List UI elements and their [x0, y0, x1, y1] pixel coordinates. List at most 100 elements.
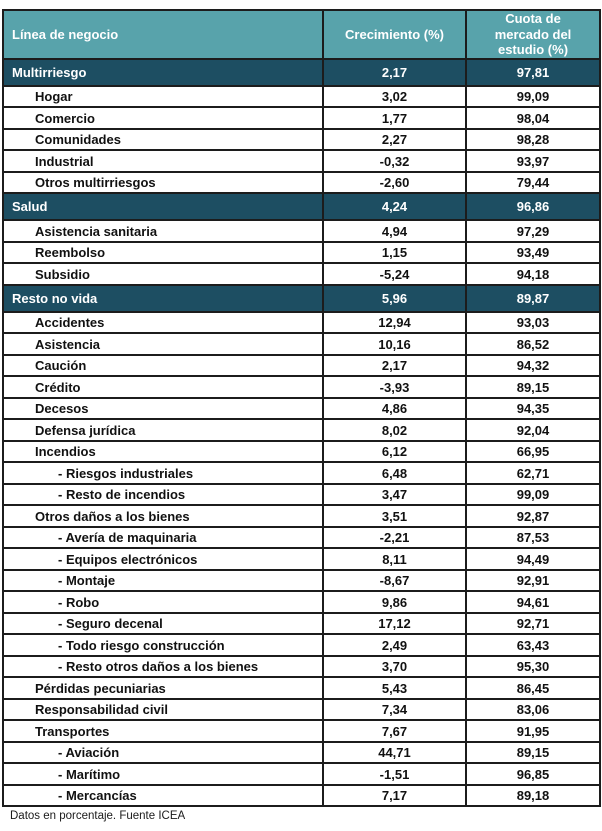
row-label: Comercio: [2, 106, 324, 130]
growth-value: 7,67: [322, 719, 467, 743]
section-row: Resto no vida 5,96 89,87: [2, 283, 601, 313]
row-label: Crédito: [2, 375, 324, 399]
growth-value: 2,27: [322, 127, 467, 152]
market-share-value: 93,97: [465, 149, 601, 173]
growth-value: 6,48: [322, 461, 467, 485]
market-share-value: 89,18: [465, 783, 601, 808]
growth-value: 8,11: [322, 547, 467, 571]
table-row: Hogar 3,02 99,09: [2, 84, 601, 109]
market-share-value: 98,28: [465, 127, 601, 152]
market-share-value: 95,30: [465, 654, 601, 679]
growth-value: 2,17: [322, 57, 467, 87]
market-share-value: 94,61: [465, 590, 601, 614]
table-row: - Aviación 44,71 89,15: [2, 740, 601, 765]
growth-value: 3,70: [322, 654, 467, 679]
row-label: Otros daños a los bienes: [2, 504, 324, 528]
row-label: Caución: [2, 353, 324, 378]
table-header-row: Línea de negocio Crecimiento (%) Cuota d…: [2, 9, 601, 60]
market-share-value: 87,53: [465, 525, 601, 550]
market-share-value: 94,49: [465, 547, 601, 571]
market-share-value: 98,04: [465, 106, 601, 130]
market-share-value: 89,87: [465, 283, 601, 313]
market-share-value: 97,81: [465, 57, 601, 87]
growth-value: 17,12: [322, 611, 467, 636]
market-share-value: 86,45: [465, 676, 601, 700]
table-row: Asistencia 10,16 86,52: [2, 332, 601, 356]
growth-value: 12,94: [322, 310, 467, 335]
row-label: Incendios: [2, 439, 324, 464]
growth-value: -2,21: [322, 525, 467, 550]
table-row: Comercio 1,77 98,04: [2, 106, 601, 130]
insurance-lines-table: Línea de negocio Crecimiento (%) Cuota d…: [2, 9, 601, 808]
market-share-value: 94,32: [465, 353, 601, 378]
growth-value: 3,51: [322, 504, 467, 528]
row-label: Decesos: [2, 396, 324, 421]
row-label: - Resto de incendios: [2, 482, 324, 507]
row-label: - Robo: [2, 590, 324, 614]
row-label: Reembolso: [2, 240, 324, 265]
growth-value: 2,49: [322, 633, 467, 657]
market-share-value: 96,85: [465, 762, 601, 786]
growth-value: 2,17: [322, 353, 467, 378]
header-cuota-mercado: Cuota de mercado del estudio (%): [465, 9, 601, 60]
table-row: Otros daños a los bienes 3,51 92,87: [2, 504, 601, 528]
table-row: - Resto otros daños a los bienes 3,70 95,3…: [2, 654, 601, 679]
table-row: Otros multirriesgos -2,60 79,44: [2, 170, 601, 195]
growth-value: 5,96: [322, 283, 467, 313]
growth-value: 1,15: [322, 240, 467, 265]
growth-value: 4,86: [322, 396, 467, 421]
market-share-value: 94,18: [465, 262, 601, 286]
table-row: - Mercancías 7,17 89,18: [2, 783, 601, 808]
growth-value: 6,12: [322, 439, 467, 464]
growth-value: -5,24: [322, 262, 467, 286]
market-share-value: 97,29: [465, 219, 601, 243]
table-row: - Avería de maquinaria -2,21 87,53: [2, 525, 601, 550]
market-share-value: 89,15: [465, 740, 601, 765]
growth-value: -2,60: [322, 170, 467, 195]
market-share-value: 79,44: [465, 170, 601, 195]
row-label: Resto no vida: [2, 283, 324, 313]
table-row: - Seguro decenal 17,12 92,71: [2, 611, 601, 636]
table-row: - Riesgos industriales 6,48 62,71: [2, 461, 601, 485]
growth-value: 3,02: [322, 84, 467, 109]
table-row: Caución 2,17 94,32: [2, 353, 601, 378]
market-share-value: 94,35: [465, 396, 601, 421]
table-row: Defensa jurídica 8,02 92,04: [2, 418, 601, 442]
table-row: Subsidio -5,24 94,18: [2, 262, 601, 286]
row-label: Pérdidas pecuniarias: [2, 676, 324, 700]
row-label: Salud: [2, 192, 324, 222]
row-label: Accidentes: [2, 310, 324, 335]
market-share-value: 83,06: [465, 697, 601, 722]
table-row: Reembolso 1,15 93,49: [2, 240, 601, 265]
table-row: Accidentes 12,94 93,03: [2, 310, 601, 335]
table-row: Crédito -3,93 89,15: [2, 375, 601, 399]
header-linea-de-negocio: Línea de negocio: [2, 9, 324, 60]
market-share-value: 86,52: [465, 332, 601, 356]
row-label: - Avería de maquinaria: [2, 525, 324, 550]
row-label: Responsabilidad civil: [2, 697, 324, 722]
row-label: Multirriesgo: [2, 57, 324, 87]
market-share-value: 99,09: [465, 482, 601, 507]
row-label: - Equipos electrónicos: [2, 547, 324, 571]
market-share-value: 99,09: [465, 84, 601, 109]
table-row: - Resto de incendios 3,47 99,09: [2, 482, 601, 507]
table-row: Incendios 6,12 66,95: [2, 439, 601, 464]
market-share-value: 63,43: [465, 633, 601, 657]
growth-value: 7,34: [322, 697, 467, 722]
market-share-value: 91,95: [465, 719, 601, 743]
market-share-value: 93,03: [465, 310, 601, 335]
table-row: - Marítimo -1,51 96,85: [2, 762, 601, 786]
row-label: Asistencia: [2, 332, 324, 356]
growth-value: -1,51: [322, 762, 467, 786]
row-label: Otros multirriesgos: [2, 170, 324, 195]
row-label: Subsidio: [2, 262, 324, 286]
row-label: - Todo riesgo construcción: [2, 633, 324, 657]
market-share-value: 92,91: [465, 568, 601, 593]
row-label: - Mercancías: [2, 783, 324, 808]
market-share-value: 93,49: [465, 240, 601, 265]
header-crecimiento: Crecimiento (%): [322, 9, 467, 60]
growth-value: 44,71: [322, 740, 467, 765]
row-label: - Riesgos industriales: [2, 461, 324, 485]
row-label: - Marítimo: [2, 762, 324, 786]
